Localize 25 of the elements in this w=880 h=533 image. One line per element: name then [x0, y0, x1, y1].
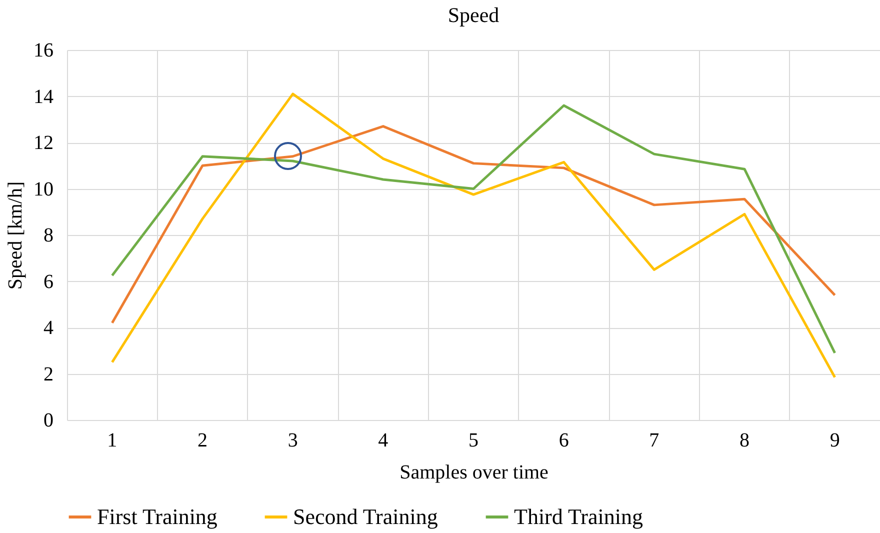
- x-tick-label: 6: [558, 430, 569, 452]
- x-tick-label: 8: [740, 430, 750, 452]
- y-tick-label: 12: [34, 132, 54, 154]
- y-tick-label: 14: [34, 86, 54, 108]
- y-tick-label: 6: [44, 270, 54, 293]
- x-tick-label: 4: [378, 430, 388, 452]
- y-tick-label: 2: [44, 363, 54, 386]
- y-axis-title: Speed [km/h]: [4, 181, 26, 290]
- x-tick-label: 9: [830, 430, 840, 452]
- x-tick-label: 3: [288, 430, 298, 452]
- y-tick-label: 8: [44, 224, 54, 246]
- chart-title: Speed: [448, 3, 500, 27]
- legend-label: Second Training: [293, 504, 438, 529]
- line-series: [110, 125, 836, 324]
- y-tick-label: 16: [34, 40, 54, 62]
- y-tick-label: 4: [44, 317, 54, 339]
- x-axis-title: Samples over time: [400, 462, 549, 484]
- legend-label: First Training: [97, 504, 218, 529]
- x-tick-label: 7: [649, 430, 660, 452]
- x-tick-label: 5: [468, 430, 478, 452]
- y-tick-label: 0: [44, 410, 54, 432]
- x-tick-label: 1: [107, 430, 118, 452]
- x-tick-label: 2: [198, 430, 208, 452]
- y-tick-label: 10: [34, 178, 54, 200]
- legend-label: Third Training: [514, 504, 643, 529]
